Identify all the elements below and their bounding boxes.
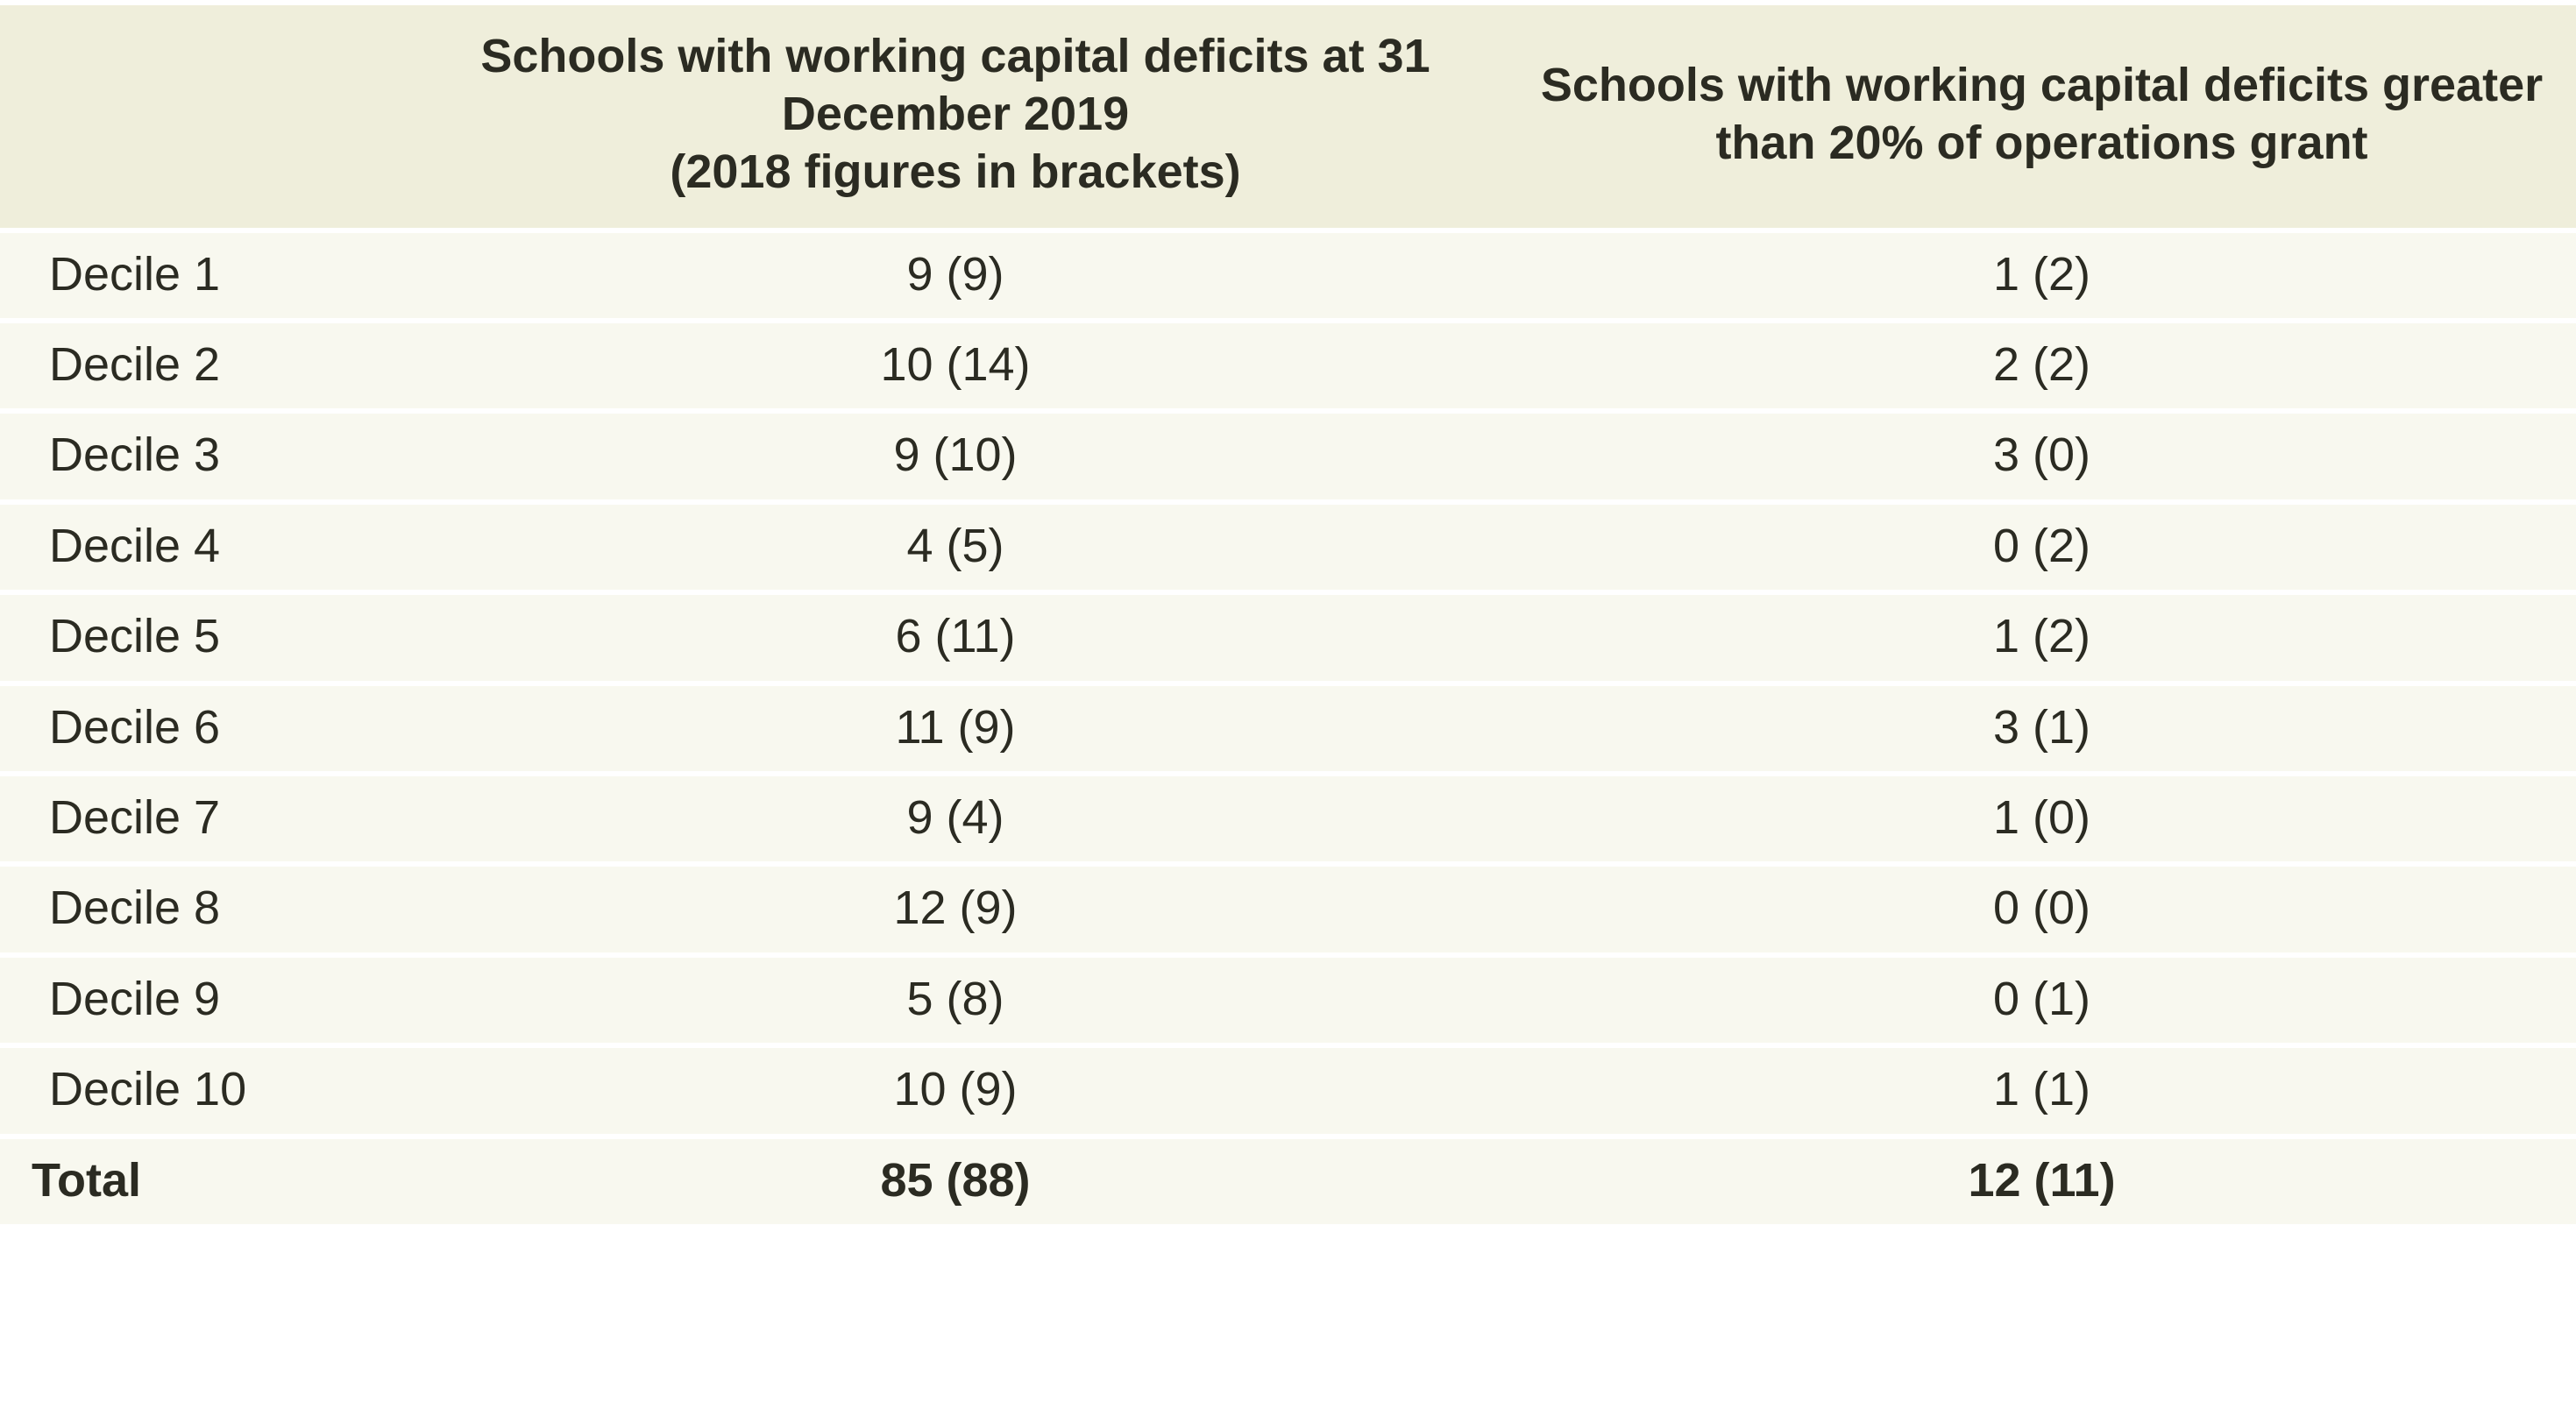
cell-decile: Decile 8: [0, 867, 403, 952]
cell-deficits: 9 (9): [403, 233, 1508, 318]
cell-decile: Decile 4: [0, 505, 403, 590]
table-body: Decile 1 9 (9) 1 (2) Decile 2 10 (14) 2 …: [0, 233, 2576, 1224]
cell-deficits: 4 (5): [403, 505, 1508, 590]
cell-decile: Decile 9: [0, 958, 403, 1043]
cell-deficits: 10 (9): [403, 1048, 1508, 1133]
cell-deficits-gt20: 1 (2): [1508, 595, 2576, 680]
table-row: Decile 2 10 (14) 2 (2): [0, 323, 2576, 408]
cell-deficits-gt20: 2 (2): [1508, 323, 2576, 408]
cell-deficits-gt20: 3 (1): [1508, 686, 2576, 771]
deficits-table: Schools with working capital deficits at…: [0, 0, 2576, 1229]
cell-deficits: 9 (4): [403, 776, 1508, 861]
cell-decile: Decile 1: [0, 233, 403, 318]
cell-deficits-gt20: 3 (0): [1508, 414, 2576, 499]
cell-decile: Decile 5: [0, 595, 403, 680]
table-row: Decile 9 5 (8) 0 (1): [0, 958, 2576, 1043]
col-header-deficits-gt20: Schools with working capital deficits gr…: [1508, 5, 2576, 228]
cell-total-label: Total: [0, 1139, 403, 1224]
table-row: Decile 3 9 (10) 3 (0): [0, 414, 2576, 499]
cell-deficits: 12 (9): [403, 867, 1508, 952]
cell-total-deficits: 85 (88): [403, 1139, 1508, 1224]
cell-decile: Decile 10: [0, 1048, 403, 1133]
cell-deficits-gt20: 0 (0): [1508, 867, 2576, 952]
table-row: Decile 1 9 (9) 1 (2): [0, 233, 2576, 318]
table-row: Decile 7 9 (4) 1 (0): [0, 776, 2576, 861]
cell-deficits-gt20: 1 (0): [1508, 776, 2576, 861]
cell-decile: Decile 6: [0, 686, 403, 771]
cell-decile: Decile 7: [0, 776, 403, 861]
table-row: Decile 4 4 (5) 0 (2): [0, 505, 2576, 590]
cell-decile: Decile 2: [0, 323, 403, 408]
cell-deficits-gt20: 1 (1): [1508, 1048, 2576, 1133]
table-total-row: Total 85 (88) 12 (11): [0, 1139, 2576, 1224]
table-wrapper: Schools with working capital deficits at…: [0, 0, 2576, 1229]
table-row: Decile 8 12 (9) 0 (0): [0, 867, 2576, 952]
cell-deficits-gt20: 1 (2): [1508, 233, 2576, 318]
col-header-decile: [0, 5, 403, 228]
cell-total-deficits-gt20: 12 (11): [1508, 1139, 2576, 1224]
table-header-row: Schools with working capital deficits at…: [0, 5, 2576, 228]
cell-deficits: 10 (14): [403, 323, 1508, 408]
table-row: Decile 6 11 (9) 3 (1): [0, 686, 2576, 771]
cell-deficits: 9 (10): [403, 414, 1508, 499]
table-row: Decile 5 6 (11) 1 (2): [0, 595, 2576, 680]
cell-deficits: 6 (11): [403, 595, 1508, 680]
cell-deficits-gt20: 0 (1): [1508, 958, 2576, 1043]
col-header-deficits: Schools with working capital deficits at…: [403, 5, 1508, 228]
cell-deficits: 5 (8): [403, 958, 1508, 1043]
cell-deficits-gt20: 0 (2): [1508, 505, 2576, 590]
table-row: Decile 10 10 (9) 1 (1): [0, 1048, 2576, 1133]
cell-deficits: 11 (9): [403, 686, 1508, 771]
cell-decile: Decile 3: [0, 414, 403, 499]
